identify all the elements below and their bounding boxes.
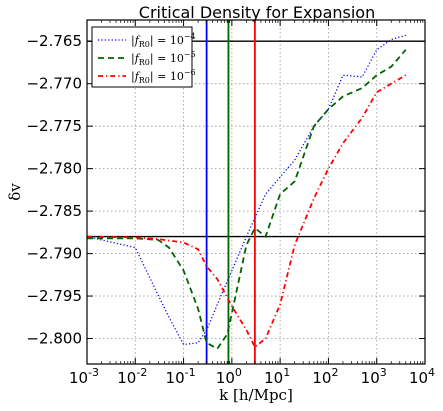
- y-tick-label: −2.795: [26, 287, 82, 305]
- x-tick-exponent: -2: [136, 366, 147, 379]
- x-tick-exponent: -3: [88, 366, 99, 379]
- x-tick-label: 100: [216, 366, 242, 387]
- x-tick-label: 10-1: [166, 366, 196, 387]
- y-axis-label: δv: [6, 183, 24, 201]
- x-tick-label: 10-3: [69, 366, 99, 387]
- legend-label-exp: −4: [184, 32, 196, 41]
- legend-label-2: |fR0| = 10−5: [131, 50, 196, 67]
- legend-label-eq: | = 10: [150, 52, 184, 66]
- x-tick-label: 101: [264, 366, 290, 387]
- legend-label-base: |f: [131, 34, 141, 48]
- y-tick-label: −2.770: [26, 75, 82, 93]
- legend-label-exp: −6: [184, 68, 196, 77]
- axis-labels: k [h/Mpc] δv: [6, 183, 293, 404]
- legend-label-3: |fR0| = 10−6: [131, 68, 196, 85]
- legend-label-base: |f: [131, 70, 141, 84]
- x-tick-label: 10-2: [117, 366, 147, 387]
- x-axis-label: k [h/Mpc]: [219, 386, 293, 404]
- y-tick-label: −2.785: [26, 202, 82, 220]
- reference-lines: [87, 20, 425, 364]
- y-tick-label: −2.780: [26, 160, 82, 178]
- series-line-2: [87, 49, 407, 350]
- legend-label-sub: R0: [139, 40, 150, 49]
- x-tick-exponent: 1: [283, 366, 290, 379]
- legend-label-eq: | = 10: [150, 70, 184, 84]
- x-tick-label: 103: [361, 366, 387, 387]
- chart-title: Critical Density for Expansion: [139, 3, 375, 22]
- x-tick-label: 102: [312, 366, 338, 387]
- y-tick-label: −2.800: [26, 330, 82, 348]
- x-tick-exponent: -1: [185, 366, 196, 379]
- series-layer: [86, 34, 407, 350]
- x-tick-exponent: 3: [380, 366, 387, 379]
- legend-label-1: |fR0| = 10−4: [131, 32, 196, 49]
- x-tick-label: 104: [409, 366, 435, 387]
- y-tick-label: −2.775: [26, 117, 82, 135]
- y-tick-label: −2.790: [26, 245, 82, 263]
- x-tick-exponent: 0: [235, 366, 242, 379]
- legend-box: [91, 26, 193, 88]
- tick-labels: 10-3 10-2 10-1 100 101 102 103 104−2.765−2.770−…: [26, 32, 435, 387]
- axes: [86, 19, 426, 365]
- legend-label-exp: −5: [184, 50, 196, 59]
- y-tick-label: −2.765: [26, 32, 82, 50]
- legend-label-sub: R0: [139, 76, 150, 85]
- legend-label-eq: | = 10: [150, 34, 184, 48]
- plot-frame: [86, 19, 426, 365]
- legend-label-base: |f: [131, 52, 141, 66]
- legend-label-sub: R0: [139, 58, 150, 67]
- legend: |fR0| = 10−4|fR0| = 10−5|fR0| = 10−6: [91, 26, 196, 88]
- x-tick-exponent: 2: [331, 366, 338, 379]
- x-tick-exponent: 4: [428, 366, 435, 379]
- series-line-3: [86, 74, 407, 349]
